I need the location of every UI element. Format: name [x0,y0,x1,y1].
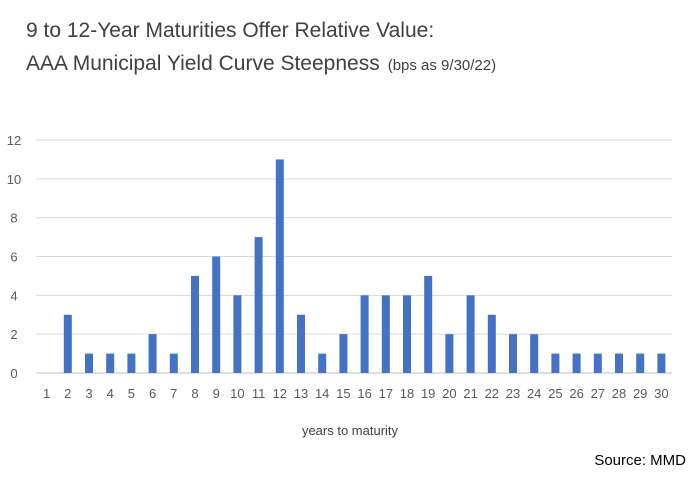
bar [445,334,454,373]
x-axis-label: years to maturity [301,423,399,438]
y-tick-label: 8 [10,211,17,226]
x-tick-label: 7 [170,386,177,401]
y-tick-label: 4 [10,288,17,303]
x-tick-label: 30 [654,386,668,401]
x-tick-label: 1 [43,386,50,401]
bar [85,353,93,373]
x-tick-label: 26 [569,386,583,401]
bar [191,275,199,373]
bar [466,295,475,373]
x-tick-label: 11 [252,386,266,401]
y-tick-label: 12 [7,133,21,148]
x-tick-label: 13 [294,386,308,401]
bar [297,314,305,373]
x-tick-label: 24 [527,386,541,401]
gridlines [36,139,672,374]
x-tick-label: 5 [128,386,135,401]
x-tick-label: 8 [191,386,198,401]
x-tick-label: 6 [149,386,156,401]
y-axis: 0 2 4 6 8 10 12 [7,133,21,381]
chart-title-line1: 9 to 12-Year Maturities Offer Relative V… [26,19,435,42]
bar [509,334,517,373]
bar [339,334,348,373]
bar [318,353,327,373]
x-tick-label: 29 [633,386,647,401]
x-tick-label: 10 [230,386,244,401]
chart-title-note: (bps as 9/30/22) [387,57,497,74]
y-tick-label: 2 [10,327,17,342]
x-tick-label: 2 [64,386,71,401]
bar [636,353,645,373]
bar [657,353,666,373]
x-tick-label: 25 [548,386,562,401]
x-tick-label: 9 [213,386,220,401]
x-tick-label: 22 [485,386,499,401]
chart-subtitle: AAA Municipal Yield Curve Steepness (bps … [26,52,496,76]
bar [212,256,221,373]
x-tick-label: 21 [463,386,477,401]
source-note: Source: MMD [594,452,686,469]
x-tick-label: 4 [107,386,114,401]
bar [551,353,560,373]
y-tick-label: 6 [10,250,17,265]
x-tick-label: 12 [273,386,287,401]
bar [127,353,136,373]
chart-title: 9 to 12-Year Maturities Offer Relative V… [26,19,434,43]
bar [424,275,433,373]
bar [381,295,390,373]
y-tick-label: 10 [7,172,21,187]
bar [148,334,157,373]
x-tick-label: 27 [591,386,605,401]
x-tick-label: 3 [85,386,92,401]
x-tick-label: 23 [506,386,520,401]
x-tick-label: 28 [612,386,626,401]
bar [487,314,496,373]
bar [106,353,115,373]
bar [572,353,581,373]
bar [615,353,623,373]
x-tick-label: 15 [336,386,350,401]
bar [593,353,602,373]
x-tick-label: 14 [315,386,329,401]
bar [403,295,411,373]
x-tick-label: 20 [442,386,456,401]
bar [360,295,369,373]
bar [233,295,242,373]
chart-title-line2: AAA Municipal Yield Curve Steepness [26,52,380,75]
x-tick-label: 19 [421,386,435,401]
bar [530,334,539,373]
bar [63,314,72,373]
x-axis: 1 2 3 4 5 6 7 8 9 10 11 12 13 14 15 16 17 18 19 20 21 22 23 24 2… [43,386,669,401]
x-tick-label: 16 [357,386,371,401]
bars [63,159,666,373]
y-tick-label: 0 [10,366,17,381]
bar [169,353,178,373]
bar [254,237,263,373]
bar [275,159,284,373]
x-tick-label: 17 [379,386,393,401]
x-tick-label: 18 [400,386,414,401]
